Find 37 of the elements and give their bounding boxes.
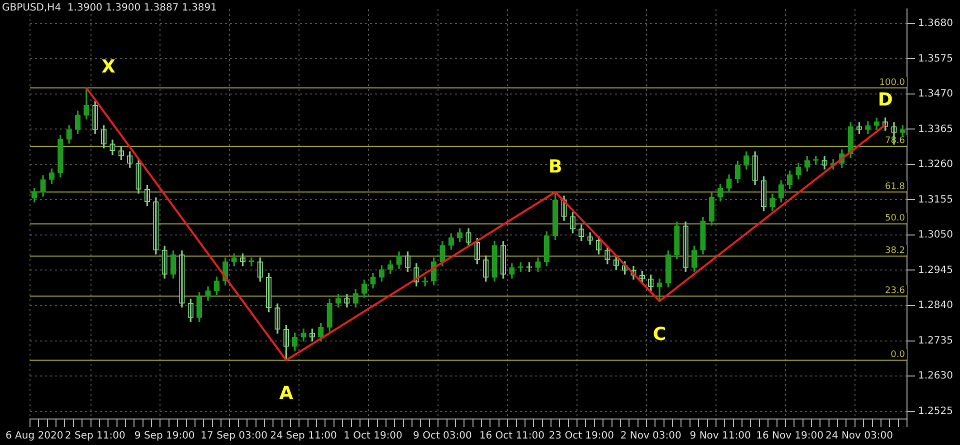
y-tick-label: 1.2840: [918, 300, 954, 312]
y-tick-label: 1.3155: [918, 194, 954, 206]
x-tick-label: 24 Sep 11:00: [270, 430, 337, 442]
x-tick-label: 16 Oct 11:00: [479, 430, 545, 442]
x-tick-label: 2 Nov 03:00: [620, 430, 682, 442]
annotation: 0.0: [890, 350, 906, 360]
x-tick-label: 9 Oct 03:00: [413, 430, 472, 442]
annotation: 50.0: [884, 214, 906, 224]
x-tick-label: 1 Oct 19:00: [344, 430, 402, 442]
x-tick-label: 9 Sep 19:00: [134, 430, 195, 442]
y-tick-label: 1.3365: [918, 124, 954, 135]
annotation: 23.6: [884, 286, 906, 296]
data-label: A: [279, 382, 294, 404]
data-label: D: [878, 90, 893, 111]
x-tick-label: 16 Nov 19:00: [756, 430, 824, 442]
x-tick-label: 23 Oct 19:00: [548, 430, 614, 442]
data-label: B: [548, 156, 562, 178]
chart-title: GBPUSD,H4 1.3900 1.3900 1.3887 1.3891: [2, 2, 217, 14]
y-tick-label: 1.3680: [918, 18, 954, 30]
annotation: 100.0: [879, 78, 906, 88]
y-tick-label: 1.2630: [918, 370, 954, 382]
annotation: 38.2: [884, 246, 906, 256]
y-tick-label: 1.2525: [918, 406, 954, 417]
x-tick-label: 9 Nov 11:00: [690, 430, 751, 442]
annotation: 61.8: [884, 182, 906, 192]
y-tick-label: 1.2735: [918, 335, 954, 346]
y-tick-label: 1.3050: [918, 230, 954, 241]
y-tick-label: 1.3470: [918, 88, 954, 100]
x-tick-label: 24 Nov 03:00: [826, 430, 893, 442]
y-tick-label: 1.2945: [918, 264, 954, 276]
x-tick-label: 6 Aug 2020: [5, 430, 64, 442]
data-label: X: [101, 56, 116, 78]
y-tick-label: 1.3260: [918, 159, 954, 170]
data-label: C: [652, 324, 666, 345]
x-tick-label: 2 Sep 11:00: [64, 430, 126, 442]
x-tick-label: 17 Sep 03:00: [200, 430, 268, 442]
y-tick-label: 1.3575: [918, 53, 954, 64]
